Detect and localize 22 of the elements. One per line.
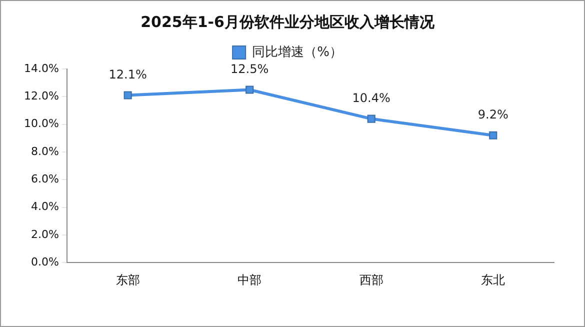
- x-tick-label: 东北: [481, 272, 506, 287]
- y-tick-label: 6.0%: [30, 172, 59, 186]
- chart-title: 2025年1-6月份软件业分地区收入增长情况: [140, 12, 436, 31]
- point: [246, 86, 254, 94]
- y-tick-label: 4.0%: [30, 200, 59, 214]
- y-tick-label: 12.0%: [24, 90, 59, 103]
- text: 9.2%: [478, 108, 508, 122]
- x-tick-label: 西部: [359, 272, 384, 287]
- text: 12.1%: [108, 67, 147, 82]
- text: 12.5%: [230, 62, 269, 76]
- point: [124, 91, 132, 100]
- point: [367, 114, 376, 123]
- x-tick-label: 中部: [238, 272, 262, 287]
- x-tick-label: 东部: [116, 272, 140, 287]
- y-tick-label: 0.0%: [30, 255, 59, 268]
- text: 10.4%: [352, 90, 390, 105]
- y-tick-label: 8.0%: [30, 144, 59, 158]
- legend-label: 同比增速（%）: [252, 44, 342, 60]
- point: [489, 131, 498, 140]
- y-tick-label: 2.0%: [30, 228, 59, 241]
- y-tick-label: 10.0%: [24, 117, 59, 130]
- y-tick-label: 14.0%: [24, 62, 59, 75]
